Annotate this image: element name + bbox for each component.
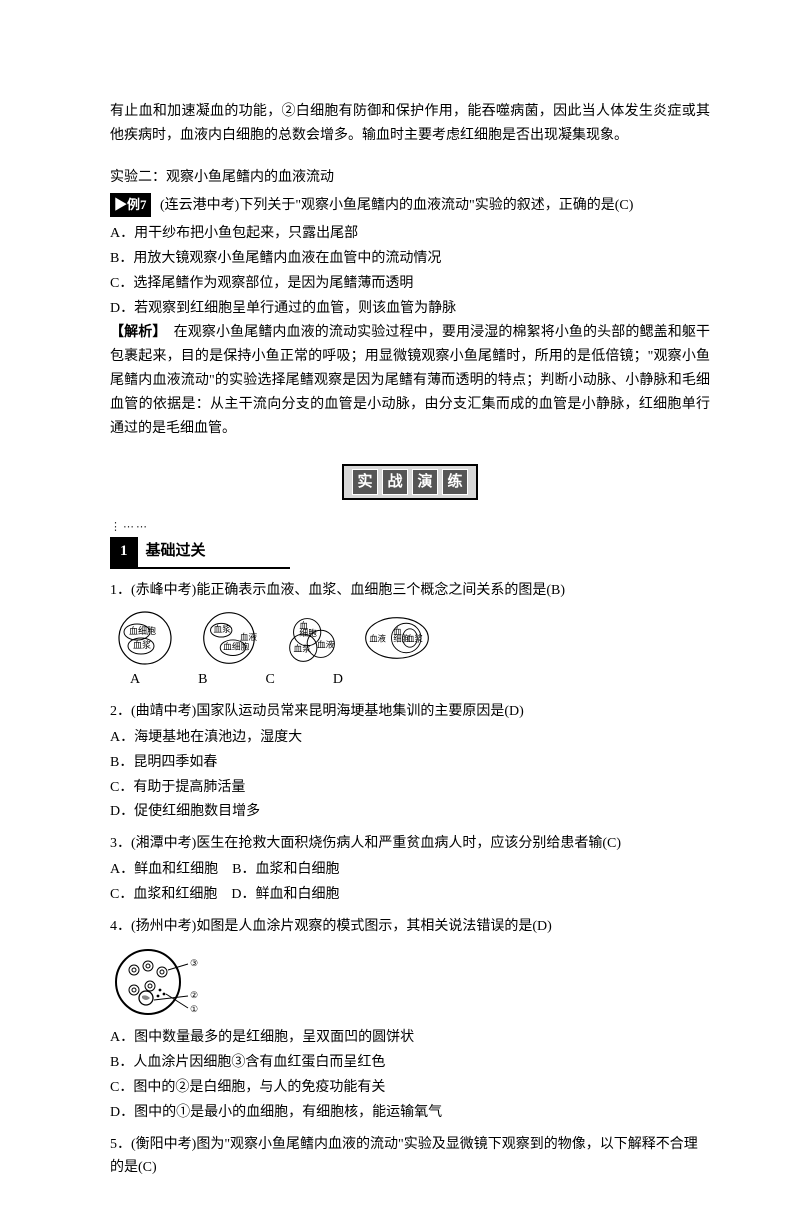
svg-text:③: ③ bbox=[190, 958, 198, 968]
basics-number: 1 bbox=[110, 537, 138, 567]
svg-text:②: ② bbox=[190, 990, 198, 1000]
svg-text:血浆: 血浆 bbox=[406, 634, 423, 644]
svg-text:①: ① bbox=[190, 1004, 198, 1014]
svg-text:血液: 血液 bbox=[317, 639, 335, 650]
example-line: ▶例7 (连云港中考)下列关于"观察小鱼尾鳍内的血液流动"实验的叙述，正确的是(… bbox=[110, 193, 710, 218]
q3-option-ab: A．鲜血和红细胞 B．血浆和白细胞 bbox=[110, 858, 710, 882]
svg-text:细胞: 细胞 bbox=[299, 627, 317, 638]
venn-d: 血液 血 细胞 血浆 bbox=[362, 610, 432, 666]
blood-smear-diagram: ③ ② ① bbox=[110, 946, 710, 1018]
svg-text:血浆: 血浆 bbox=[294, 643, 312, 654]
label-b: B bbox=[198, 668, 207, 692]
venn-b: 血浆 血液 血细胞 bbox=[194, 610, 264, 666]
q2-option-d: D．促使红细胞数目增多 bbox=[110, 800, 710, 824]
svg-text:血液: 血液 bbox=[240, 631, 258, 642]
q2-option-c: C．有助于提高肺活量 bbox=[110, 776, 710, 800]
intro-paragraph: 有止血和加速凝血的功能，②白细胞有防御和保护作用，能吞噬病菌，因此当人体发生炎症… bbox=[110, 100, 710, 148]
venn-diagram-row: 血细胞 血浆 血浆 血液 血细胞 血 细胞 血浆 血液 bbox=[110, 610, 710, 666]
analysis-paragraph: 【解析】 在观察小鱼尾鳍内血液的流动实验过程中，要用浸湿的棉絮将小鱼的头部的鳃盖… bbox=[110, 321, 710, 440]
q2-option-a: A．海埂基地在滇池边，湿度大 bbox=[110, 726, 710, 750]
q4-option-b: B．人血涂片因细胞③含有血红蛋白而呈红色 bbox=[110, 1051, 710, 1075]
ex-option-b: B．用放大镜观察小鱼尾鳍内血液在血管中的流动情况 bbox=[110, 247, 710, 271]
dots-decoration: ⋮⋯⋯ bbox=[110, 518, 710, 537]
q4-option-a: A．图中数量最多的是红细胞，呈双面凹的圆饼状 bbox=[110, 1026, 710, 1050]
practice-banner: 实 战 演 练 bbox=[110, 464, 710, 500]
ex-option-a: A．用干纱布把小鱼包起来，只露出尾部 bbox=[110, 222, 710, 246]
example-source: (连云港中考)下列关于"观察小鱼尾鳍内的血液流动"实验的叙述，正确的是(C) bbox=[160, 198, 633, 213]
venn-a: 血细胞 血浆 bbox=[110, 610, 180, 666]
venn-c: 血 细胞 血浆 血液 bbox=[278, 610, 348, 666]
example-tag: ▶例7 bbox=[110, 193, 151, 217]
experiment-title: 实验二：观察小鱼尾鳍内的血液流动 bbox=[110, 166, 710, 190]
ex-option-c: C．选择尾鳍作为观察部位，是因为尾鳍薄而透明 bbox=[110, 272, 710, 296]
question-2: 2．(曲靖中考)国家队运动员常来昆明海埂基地集训的主要原因是(D) bbox=[110, 700, 710, 724]
banner-char-1: 实 bbox=[352, 469, 378, 495]
analysis-tag: 【解析】 bbox=[110, 325, 159, 340]
banner-char-3: 演 bbox=[412, 469, 438, 495]
q2-option-b: B．昆明四季如春 bbox=[110, 751, 710, 775]
banner-char-2: 战 bbox=[382, 469, 408, 495]
svg-text:血浆: 血浆 bbox=[213, 624, 231, 635]
q3-option-cd: C．血浆和红细胞 D．鲜血和白细胞 bbox=[110, 883, 710, 907]
svg-text:血细胞: 血细胞 bbox=[129, 625, 156, 636]
ex-option-d: D．若观察到红细胞呈单行通过的血管，则该血管为静脉 bbox=[110, 297, 710, 321]
abcd-labels: A B C D bbox=[110, 668, 710, 692]
label-c: C bbox=[265, 668, 274, 692]
question-1: 1．(赤峰中考)能正确表示血液、血浆、血细胞三个概念之间关系的图是(B) bbox=[110, 579, 710, 603]
svg-text:血细胞: 血细胞 bbox=[223, 641, 249, 652]
svg-text:血浆: 血浆 bbox=[133, 639, 151, 650]
question-4: 4．(扬州中考)如图是人血涂片观察的模式图示，其相关说法错误的是(D) bbox=[110, 915, 710, 939]
svg-text:血液: 血液 bbox=[369, 634, 386, 644]
q4-option-c: C．图中的②是白细胞，与人的免疫功能有关 bbox=[110, 1076, 710, 1100]
practice-box: 实 战 演 练 bbox=[342, 464, 478, 500]
banner-char-4: 练 bbox=[442, 469, 468, 495]
q4-option-d: D．图中的①是最小的血细胞，有细胞核，能运输氧气 bbox=[110, 1101, 710, 1125]
label-d: D bbox=[333, 668, 343, 692]
label-a: A bbox=[130, 668, 140, 692]
basics-header: 1 基础过关 bbox=[110, 537, 290, 569]
question-5: 5．(衡阳中考)图为"观察小鱼尾鳍内血液的流动"实验及显微镜下观察到的物像，以下… bbox=[110, 1133, 710, 1181]
basics-label: 基础过关 bbox=[138, 537, 214, 567]
analysis-text: 在观察小鱼尾鳍内血液的流动实验过程中，要用浸湿的棉絮将小鱼的头部的鳃盖和躯干包裹… bbox=[110, 325, 710, 435]
question-3: 3．(湘潭中考)医生在抢救大面积烧伤病人和严重贫血病人时，应该分别给患者输(C) bbox=[110, 832, 710, 856]
